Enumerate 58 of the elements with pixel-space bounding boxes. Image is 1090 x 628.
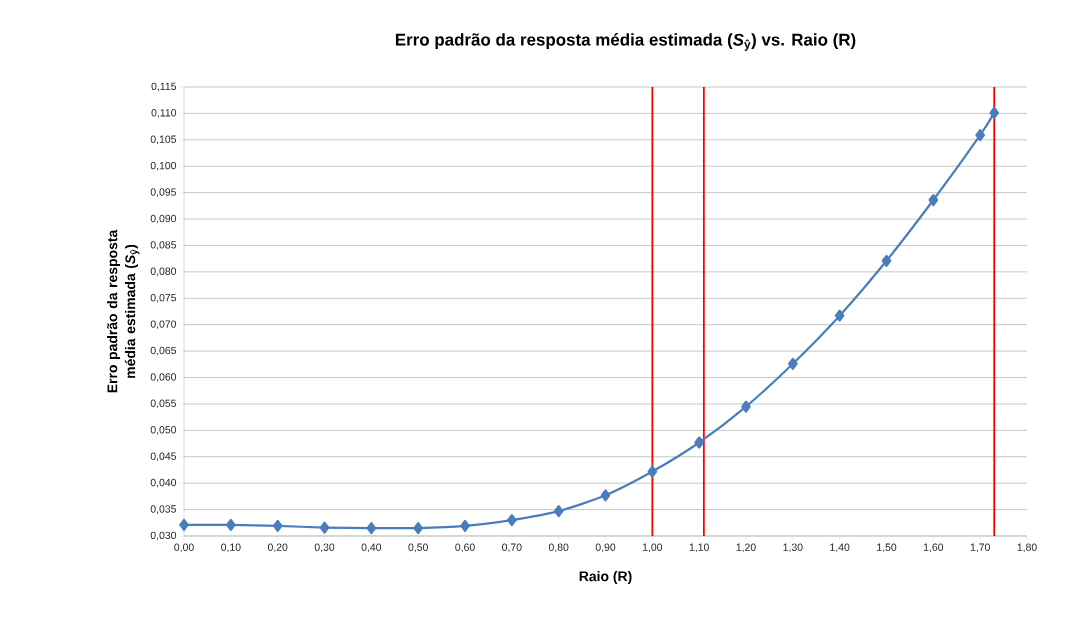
- point: [553, 505, 564, 518]
- x-tick-label: 1,70: [970, 543, 990, 553]
- y-tick-label: 0,095: [150, 188, 177, 197]
- point: [413, 521, 424, 535]
- point: [694, 436, 705, 449]
- y-tick-label: 0,030: [150, 531, 177, 541]
- point: [507, 514, 517, 527]
- point: [319, 521, 330, 534]
- x-tick-label: 0,10: [221, 543, 241, 553]
- point: [460, 519, 470, 533]
- y-tick-label: 0,065: [150, 346, 177, 356]
- point: [788, 357, 798, 370]
- x-tick-label: 1,40: [830, 543, 850, 553]
- point: [179, 518, 189, 531]
- x-tick-label: 1,00: [642, 543, 663, 553]
- point: [881, 254, 892, 267]
- point: [834, 309, 845, 322]
- y-tick-label: 0,090: [150, 214, 177, 224]
- point: [741, 400, 751, 413]
- x-tick-label: 1,10: [689, 543, 709, 553]
- x-tick-label: 0,30: [314, 543, 335, 553]
- y-tick-label: 0,055: [150, 399, 177, 409]
- y-tick-label: 0,040: [150, 478, 177, 488]
- y-tick-label: 0,085: [150, 241, 177, 250]
- point: [272, 519, 283, 533]
- x-tick-label: 1,30: [783, 543, 803, 553]
- x-tick-label: 1,50: [877, 543, 897, 553]
- x-tick-label: 0,00: [174, 543, 194, 553]
- y-tick-label: 0,070: [150, 320, 177, 330]
- y-tick-label: 0,115: [151, 82, 177, 92]
- y-tick-label: 0,105: [150, 135, 177, 145]
- x-tick-label: 0,20: [267, 543, 288, 553]
- point: [226, 518, 236, 531]
- y-tick-label: 0,050: [150, 426, 177, 435]
- y-tick-label: 0,060: [150, 373, 177, 382]
- x-tick-label: 1,20: [736, 543, 756, 553]
- y-tick-label: 0,100: [150, 161, 177, 171]
- x-tick-label: 0,40: [361, 543, 382, 553]
- x-tick-label: 0,70: [502, 543, 522, 553]
- point: [647, 465, 658, 478]
- x-tick-label: 0,50: [408, 543, 428, 553]
- x-tick-label: 0,60: [455, 543, 475, 553]
- point: [928, 193, 939, 207]
- point: [975, 128, 986, 142]
- y-tick-label: 0,045: [150, 452, 177, 462]
- y-tick-label: 0,075: [150, 293, 177, 303]
- x-axis-title: Raio (R): [579, 570, 632, 584]
- point: [600, 489, 611, 502]
- point: [366, 521, 377, 535]
- chart-title: Erro padrão da resposta média estimada (S$_{ŷ}$) vs. Raio (R): [395, 33, 856, 51]
- x-tick-label: 1,60: [923, 543, 944, 553]
- point: [989, 106, 1000, 119]
- y-tick-label: 0,035: [150, 505, 177, 514]
- y-tick-label: 0,080: [150, 267, 177, 277]
- x-tick-label: 1,80: [1017, 543, 1037, 553]
- x-tick-label: 0,80: [548, 543, 569, 553]
- x-tick-label: 0,90: [595, 543, 616, 553]
- y-tick-label: 0,110: [151, 109, 177, 118]
